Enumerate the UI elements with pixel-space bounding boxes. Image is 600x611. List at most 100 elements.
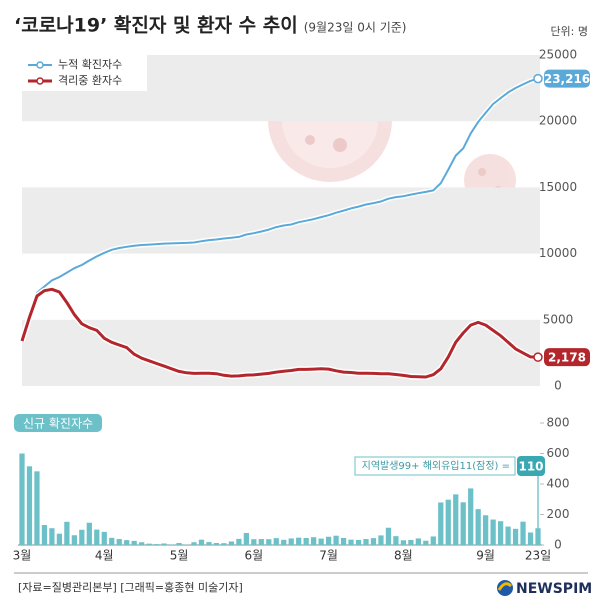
y-tick-label: 20000 (539, 114, 577, 128)
footer-source: [자료=질병관리본부] [그래픽=홍종현 미술기자] (18, 580, 243, 594)
y-tick-label: 25000 (539, 48, 577, 62)
bar (64, 521, 70, 545)
bar (161, 543, 167, 545)
y-tick-label: 0 (554, 379, 562, 393)
x-tick-label: 4월 (95, 549, 114, 563)
y-tick-label: 0 (554, 538, 562, 552)
y-tick-label: 15000 (539, 180, 577, 194)
subchart-title: 신규 확진자수 (23, 417, 93, 431)
bar (79, 529, 85, 545)
x-tick-label: 5월 (170, 549, 189, 563)
bar (146, 543, 152, 545)
subchart-title-box (14, 414, 102, 432)
band (22, 187, 540, 254)
x-tick-label: 7월 (319, 549, 338, 563)
bar (176, 543, 182, 545)
bar (363, 539, 369, 545)
legend-box (22, 55, 147, 91)
bar (340, 537, 347, 545)
end-label-box (544, 69, 590, 88)
x-tick-label: 8월 (394, 549, 413, 563)
bar (497, 521, 504, 545)
bar (116, 539, 122, 545)
bar (258, 539, 264, 545)
bar (393, 536, 399, 545)
plot: 0 5000 10000 15000 20000 25000 0 200 400 600 800 누적… (13, 48, 591, 563)
y-tick-label: 800 (547, 416, 570, 430)
bar (198, 539, 205, 545)
annotation-box (354, 456, 516, 476)
bar (191, 542, 197, 545)
legend-marker (36, 77, 44, 85)
bar (26, 466, 33, 545)
bar (71, 535, 77, 545)
bar (109, 537, 115, 545)
x-tick-label: 3월 (13, 549, 32, 563)
chart-title: ‘코로나19’ 확진자 및 환자 수 추이 (14, 14, 298, 37)
bar (475, 509, 481, 545)
bar (139, 542, 145, 545)
bar (483, 515, 489, 545)
bar (535, 528, 541, 545)
annotation: 지역발생99+ 해외유입11(잠정) = (362, 459, 510, 472)
bar (333, 535, 339, 545)
bar (385, 527, 392, 545)
legend-label: 격리중 환자수 (58, 74, 122, 87)
bar (505, 526, 511, 545)
chart-subtitle: (9월23일 0시 기준) (304, 21, 407, 35)
bar (243, 532, 249, 545)
bar (355, 539, 362, 545)
bar (303, 537, 309, 545)
bar (19, 453, 25, 545)
y-tick-label: 200 (547, 507, 570, 521)
y-tick-label: 600 (547, 446, 570, 460)
bar (460, 502, 466, 545)
bar (430, 536, 436, 545)
bar (325, 536, 332, 545)
x-tick-label: 6월 (244, 549, 263, 563)
bar (296, 537, 302, 545)
y-tick-label: 5000 (543, 312, 574, 326)
series-line (20, 287, 539, 379)
bar (49, 528, 55, 545)
bar (288, 538, 294, 545)
bar (228, 541, 235, 545)
bar (400, 540, 407, 545)
y-tick-label: 10000 (539, 246, 577, 260)
bar (251, 539, 257, 545)
bar (370, 538, 377, 545)
bar (101, 531, 107, 545)
bar (468, 488, 474, 545)
bar (512, 528, 519, 545)
bar (168, 544, 175, 545)
bar (56, 533, 63, 545)
logo-swoosh (497, 582, 513, 591)
bar (527, 532, 534, 545)
bar (453, 494, 459, 545)
end-label: 23,216 (544, 72, 590, 86)
x-tick-label: 23일 (525, 549, 551, 563)
y-tick-label: 400 (547, 477, 570, 491)
bar (348, 539, 354, 545)
bar (124, 540, 130, 545)
bar (94, 529, 100, 545)
series-line (21, 77, 539, 340)
bar (408, 539, 414, 545)
bar (213, 543, 220, 545)
legend-marker (36, 61, 44, 69)
bar (41, 525, 48, 545)
end-point (533, 352, 543, 362)
bar (236, 538, 242, 545)
bar (378, 535, 384, 545)
bar (423, 540, 429, 545)
bar (520, 521, 526, 545)
bar (131, 540, 137, 545)
legend-label: 누적 확진자수 (58, 58, 122, 71)
end-label: 110 (518, 460, 543, 474)
unit-label: 단위: 명 (550, 25, 588, 38)
bar (266, 539, 272, 545)
bar (490, 519, 496, 545)
end-point (533, 73, 543, 84)
bar (206, 542, 212, 545)
